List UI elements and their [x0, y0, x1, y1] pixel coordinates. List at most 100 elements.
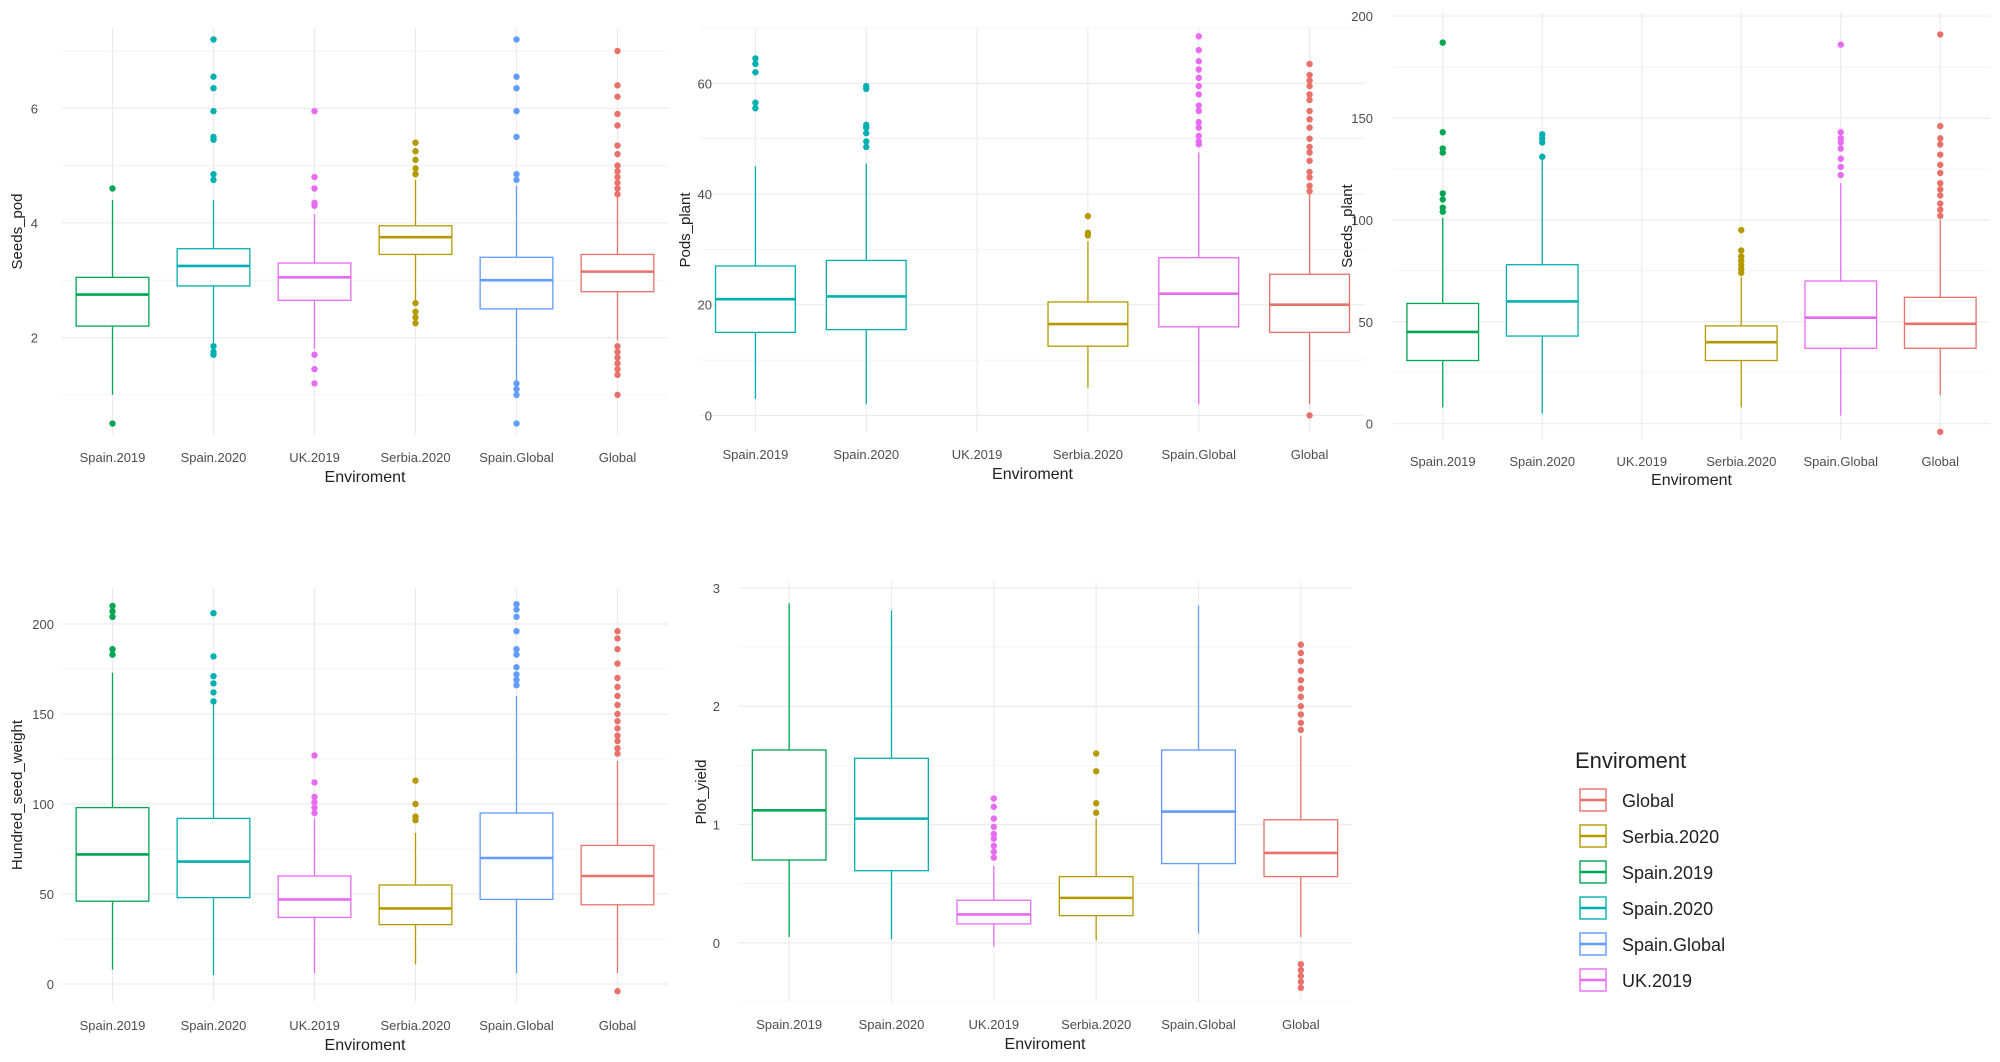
outlier-point — [412, 139, 419, 146]
outlier-point — [1738, 269, 1745, 277]
outlier-point — [513, 682, 520, 689]
outlier-point — [863, 124, 870, 131]
outlier-point — [614, 732, 621, 739]
outlier-point — [614, 191, 621, 198]
outlier-point — [614, 173, 621, 181]
outlier-point — [210, 136, 217, 143]
outlier-point — [1738, 226, 1745, 234]
outlier-point — [513, 676, 520, 683]
y-tick-label: 0 — [713, 936, 720, 951]
outlier-point — [1306, 82, 1313, 90]
legend-entry-spain-2020: Spain.2020 — [1579, 896, 1713, 920]
outlier-point — [1937, 135, 1944, 142]
x-tick-label: Global — [599, 450, 637, 465]
outlier-point — [311, 173, 318, 181]
outlier-point — [412, 314, 419, 321]
outlier-point — [1092, 800, 1100, 807]
outlier-point — [863, 129, 870, 137]
box-iqr — [1161, 749, 1236, 865]
outlier-point — [1297, 667, 1305, 674]
x-tick-label: Global — [599, 1018, 637, 1033]
outlier-point — [614, 371, 621, 379]
y-axis-title: Seeds_pod — [9, 194, 26, 270]
outlier-point — [614, 628, 621, 635]
x-axis-title: Enviroment — [992, 466, 1073, 483]
x-tick-label: Serbia.2020 — [1706, 454, 1776, 469]
outlier-point — [513, 391, 520, 399]
y-tick-label: 20 — [698, 298, 712, 313]
x-tick-label: Spain.Global — [1804, 454, 1879, 469]
box-serbia-2020 — [1058, 750, 1134, 941]
outlier-point — [1297, 685, 1305, 692]
y-tick-label: 100 — [32, 797, 54, 812]
outlier-point — [614, 635, 621, 642]
x-tick-label: Spain.2019 — [80, 1018, 146, 1033]
outlier-point — [513, 176, 520, 184]
outlier-point — [1439, 129, 1446, 136]
outlier-point — [614, 718, 621, 725]
y-tick-label: 50 — [1359, 315, 1373, 330]
outlier-point — [990, 835, 998, 842]
outlier-point — [1837, 139, 1844, 146]
box-spain-2019 — [1406, 39, 1480, 408]
outlier-point — [1937, 180, 1944, 187]
box-spain-2020 — [825, 82, 907, 405]
box-iqr — [378, 225, 453, 256]
outlier-point — [1837, 163, 1844, 171]
panel-pods-plant: 0 20 40 60 Spain.2019 Spain.2020 UK.2019 Serbia… — [677, 27, 1365, 483]
outlier-point — [1306, 91, 1313, 98]
outlier-point — [1306, 412, 1313, 419]
outlier-point — [412, 148, 419, 155]
outlier-point — [210, 610, 217, 617]
x-tick-label: UK.2019 — [1616, 454, 1667, 469]
x-tick-label: Spain.2020 — [181, 1018, 247, 1033]
outlier-point — [210, 176, 217, 184]
panel-hundred-seed-weight: 0 50 100 150 200 Spain.2019 Spain.2020 UK.2019 S… — [9, 588, 668, 1054]
outlier-point — [311, 752, 318, 759]
box-spain-2019 — [75, 602, 150, 970]
box-spain-2020 — [176, 610, 251, 975]
legend-label: Spain.2020 — [1622, 899, 1713, 919]
outlier-point — [614, 674, 621, 682]
outlier-point — [109, 613, 116, 620]
outlier-point — [1297, 676, 1305, 684]
outlier-point — [513, 380, 520, 387]
box-iqr — [854, 757, 929, 872]
outlier-point — [1297, 726, 1305, 734]
outlier-point — [1306, 149, 1313, 156]
outlier-point — [1306, 174, 1313, 181]
grid-lines — [700, 27, 1365, 432]
outlier-point — [752, 69, 759, 76]
y-tick-label: 3 — [713, 581, 720, 596]
box-serbia-2020 — [378, 777, 453, 965]
outlier-point — [990, 823, 998, 831]
box-iqr — [825, 259, 907, 331]
outlier-point — [863, 138, 870, 145]
outlier-point — [1195, 66, 1202, 73]
outlier-point — [863, 143, 870, 151]
outlier-point — [614, 692, 621, 700]
box-iqr — [277, 875, 352, 919]
outlier-point — [210, 673, 217, 680]
box-global — [580, 628, 655, 995]
legend-entry-spain-2019: Spain.2019 — [1579, 860, 1713, 884]
outlier-point — [1195, 102, 1202, 109]
outlier-point — [1439, 190, 1446, 197]
box-spain-2019 — [75, 185, 150, 427]
outlier-point — [1937, 31, 1944, 38]
box-serbia-2020 — [1047, 212, 1129, 388]
outlier-point — [1306, 71, 1313, 79]
outlier-point — [1195, 141, 1202, 148]
y-tick-label: 200 — [32, 617, 54, 632]
legend-entry-spain-global: Spain.Global — [1579, 932, 1725, 956]
outlier-point — [990, 830, 998, 838]
outlier-point — [614, 365, 621, 373]
y-axis-title: Pods_plant — [677, 192, 694, 268]
outlier-point — [1084, 232, 1092, 239]
outlier-point — [614, 660, 621, 667]
outlier-point — [1306, 168, 1313, 176]
box-global — [580, 47, 655, 399]
outlier-point — [1297, 711, 1305, 718]
y-tick-label: 4 — [31, 216, 38, 231]
y-axis-title: Hundred_seed_weight — [9, 719, 26, 870]
